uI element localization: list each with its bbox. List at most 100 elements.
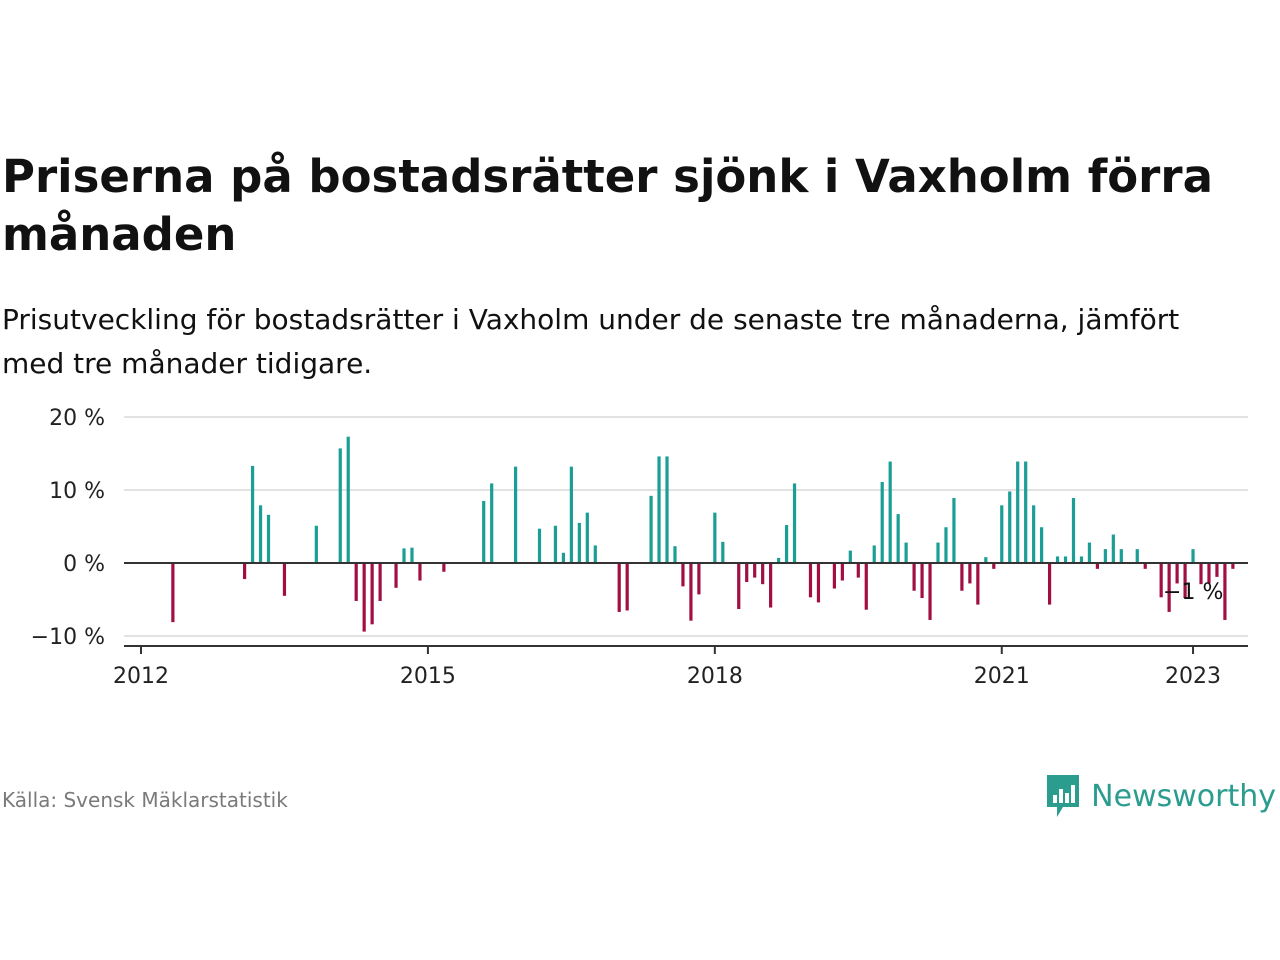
bar bbox=[362, 563, 366, 632]
y-tick-label: −10 % bbox=[31, 625, 105, 650]
bar bbox=[753, 563, 757, 578]
bar bbox=[1207, 563, 1211, 584]
bar bbox=[912, 563, 916, 591]
bar bbox=[665, 456, 669, 563]
bar bbox=[1143, 563, 1147, 569]
brand-logo: Newsworthy bbox=[1045, 772, 1276, 820]
bar bbox=[1215, 563, 1219, 577]
bar bbox=[593, 545, 597, 563]
bar bbox=[346, 436, 350, 563]
bar bbox=[840, 563, 844, 581]
bar bbox=[490, 483, 494, 563]
tick-labels: 20 % 10 % 0 % −10 % 2012 2015 2018 2021 2023 −1 % bbox=[31, 406, 1224, 689]
bar bbox=[370, 563, 374, 625]
bar bbox=[896, 514, 900, 563]
bar bbox=[258, 505, 263, 563]
bar bbox=[1175, 563, 1179, 584]
bar bbox=[1159, 563, 1163, 598]
y-tick-label: 20 % bbox=[49, 406, 105, 431]
bar bbox=[378, 563, 382, 601]
bar bbox=[848, 550, 852, 563]
bar bbox=[1032, 505, 1036, 563]
bar bbox=[1008, 491, 1012, 563]
bar bbox=[1024, 461, 1028, 563]
bar bbox=[569, 466, 573, 563]
bar bbox=[697, 563, 701, 595]
bar bbox=[171, 563, 175, 623]
bar bbox=[673, 546, 677, 563]
y-tick-label: 0 % bbox=[63, 552, 105, 577]
bar-chart: 20 % 10 % 0 % −10 % 2012 2015 2018 2021 2023 −1 % bbox=[31, 406, 1248, 689]
bar bbox=[777, 557, 781, 563]
chart-subtitle: Prisutveckling för bostadsrätter i Vaxho… bbox=[2, 303, 1180, 380]
bar bbox=[243, 563, 247, 580]
bar bbox=[713, 512, 717, 563]
bar bbox=[1071, 498, 1076, 563]
bar bbox=[745, 563, 749, 582]
bar bbox=[537, 528, 542, 563]
bar bbox=[936, 542, 940, 563]
bar bbox=[1111, 534, 1115, 563]
bar bbox=[1063, 556, 1068, 563]
bar bbox=[354, 563, 358, 601]
bar bbox=[657, 456, 661, 563]
x-tick-label: 2023 bbox=[1165, 664, 1221, 689]
axes bbox=[124, 562, 1248, 654]
bar bbox=[410, 547, 414, 563]
bar bbox=[721, 541, 725, 563]
bar bbox=[1199, 563, 1203, 585]
bar bbox=[1040, 527, 1044, 563]
bar bbox=[617, 563, 621, 612]
bar bbox=[792, 483, 797, 563]
bar bbox=[976, 563, 980, 605]
bar bbox=[1079, 556, 1084, 563]
bar bbox=[856, 563, 860, 578]
bar bbox=[585, 512, 589, 563]
bar bbox=[1000, 505, 1004, 563]
source-note: Källa: Svensk Mäklarstatistik bbox=[2, 788, 288, 812]
bar bbox=[984, 557, 988, 563]
bar bbox=[968, 563, 972, 584]
bar bbox=[872, 545, 876, 563]
bar bbox=[513, 466, 518, 563]
x-tick-label: 2021 bbox=[974, 664, 1030, 689]
bar bbox=[1103, 549, 1107, 563]
bar bbox=[1223, 563, 1227, 620]
bar bbox=[920, 563, 924, 599]
x-tick-label: 2018 bbox=[687, 664, 743, 689]
bar bbox=[1119, 549, 1123, 563]
bar bbox=[649, 495, 653, 563]
newsworthy-logo-icon bbox=[1047, 775, 1080, 817]
bar bbox=[784, 525, 789, 563]
bar bbox=[1231, 563, 1235, 569]
bar bbox=[992, 563, 996, 569]
bar bbox=[1087, 542, 1092, 563]
bar bbox=[1183, 563, 1187, 599]
bar bbox=[402, 548, 406, 563]
bar bbox=[816, 563, 821, 603]
bar bbox=[808, 563, 813, 598]
bar bbox=[864, 563, 868, 610]
bar bbox=[888, 461, 892, 563]
brand-name: Newsworthy bbox=[1091, 778, 1276, 814]
x-tick-label: 2012 bbox=[113, 664, 169, 689]
bar bbox=[769, 563, 773, 608]
bar bbox=[394, 563, 398, 588]
bar bbox=[561, 552, 566, 563]
bar bbox=[250, 465, 255, 563]
bar bbox=[418, 563, 422, 581]
bar bbox=[1135, 549, 1139, 563]
bar bbox=[737, 563, 741, 609]
bar bbox=[314, 525, 318, 563]
bar bbox=[689, 563, 693, 621]
bar bbox=[761, 563, 765, 585]
bar bbox=[880, 481, 884, 563]
annotation-label: −1 % bbox=[1163, 580, 1223, 605]
bar bbox=[625, 563, 629, 611]
bar bbox=[1167, 563, 1171, 612]
bar bbox=[577, 522, 581, 563]
bar bbox=[338, 448, 342, 563]
bar bbox=[553, 525, 558, 563]
bar bbox=[928, 563, 932, 620]
bar bbox=[1016, 461, 1020, 563]
